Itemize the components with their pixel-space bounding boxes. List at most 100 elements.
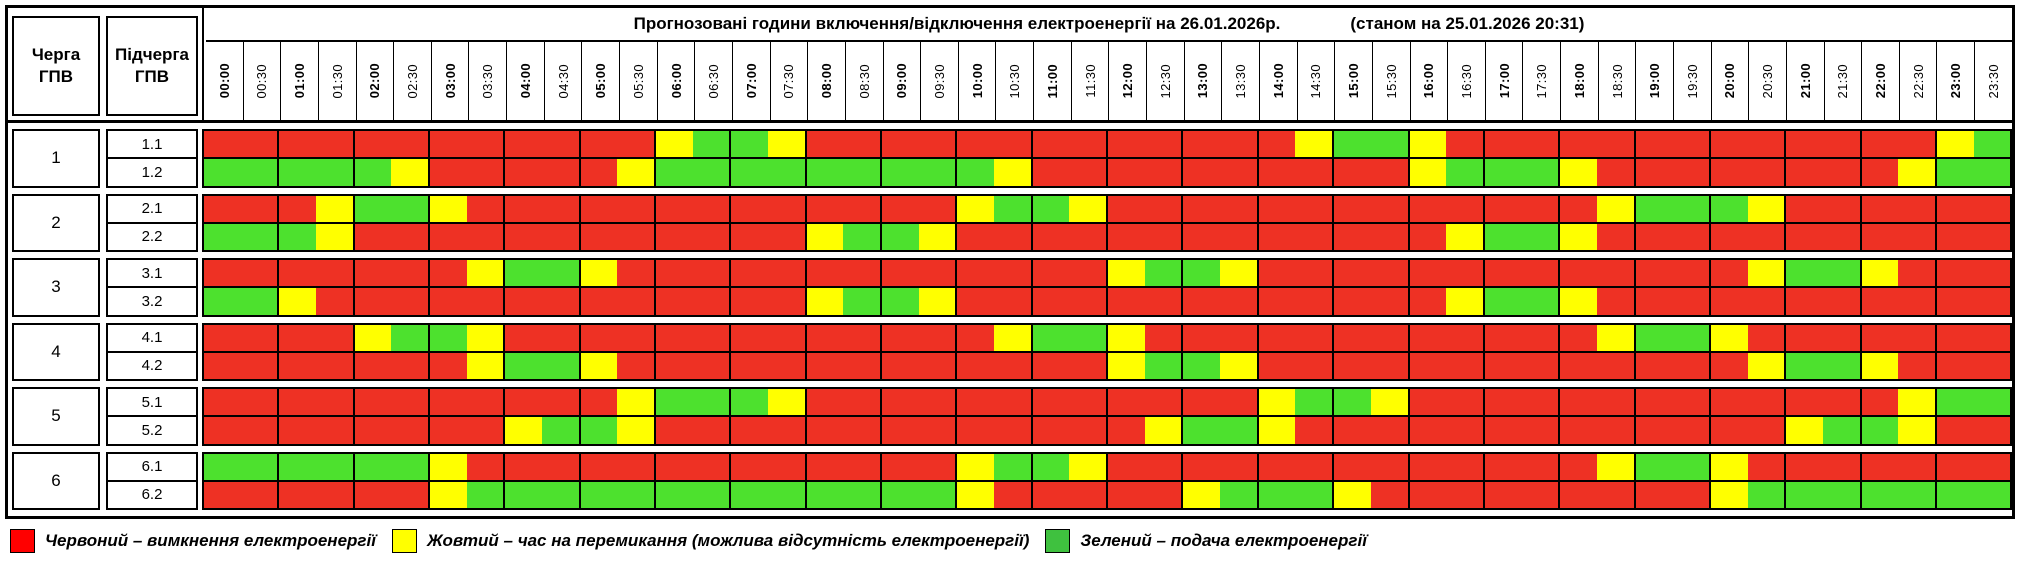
schedule-cell — [994, 453, 1031, 480]
schedule-cell — [768, 223, 805, 250]
schedule-cell — [1633, 324, 1673, 351]
schedule-cell — [729, 260, 769, 287]
schedule-cell — [692, 288, 730, 315]
schedule-cell — [578, 417, 618, 444]
schedule-cell — [1934, 288, 1974, 315]
subqueue-label: 3.2 — [141, 292, 163, 310]
schedule-cell — [994, 324, 1031, 351]
schedule-cell — [955, 352, 995, 379]
schedule-cell — [1295, 352, 1333, 379]
schedule-cell — [316, 417, 353, 444]
schedule-cell — [1370, 223, 1408, 250]
schedule-cell — [240, 260, 278, 287]
time-slot-label: 17:00 — [1484, 42, 1523, 120]
schedule-cell — [918, 159, 956, 186]
schedule-cell — [1030, 131, 1070, 158]
schedule-row — [204, 481, 2011, 508]
schedule-cell — [391, 481, 429, 508]
queue-header-cell: Черга ГПВ — [12, 16, 100, 116]
subqueue-label: 6.2 — [141, 486, 163, 504]
time-slot-label: 15:00 — [1334, 42, 1372, 120]
schedule-cell — [1784, 288, 1823, 315]
schedule-row — [204, 324, 2011, 353]
schedule-cell — [1934, 159, 1974, 186]
schedule-cell — [1708, 352, 1748, 379]
schedule-cell — [804, 389, 844, 416]
schedule-cell — [1898, 481, 1935, 508]
schedule-cell — [1747, 481, 1785, 508]
schedule-cell — [918, 352, 956, 379]
schedule-cell — [1181, 223, 1221, 250]
schedule-cell — [1407, 389, 1447, 416]
schedule-cell — [316, 131, 353, 158]
queue-number: 4 — [12, 322, 100, 381]
schedule-cell — [1558, 389, 1597, 416]
schedule-cell — [1220, 417, 1257, 444]
time-slot-label: 14:00 — [1258, 42, 1297, 120]
time-slot-label: 16:30 — [1447, 42, 1485, 120]
schedule-cell — [1973, 481, 2011, 508]
schedule-cell — [1521, 453, 1559, 480]
schedule-cell — [1144, 260, 1182, 287]
schedule-cell — [1672, 260, 1709, 287]
schedule-cell — [542, 389, 579, 416]
schedule-cell — [1747, 159, 1785, 186]
legend: Червоний – вимкнення електроенергії Жовти… — [10, 529, 1367, 553]
schedule-cell — [316, 481, 353, 508]
legend-swatch — [10, 529, 35, 553]
time-slot-label: 22:00 — [1861, 42, 1899, 120]
schedule-cell — [542, 324, 579, 351]
time-slot-label: 06:30 — [694, 42, 732, 120]
schedule-cell — [729, 223, 769, 250]
time-slot-label: 13:30 — [1221, 42, 1259, 120]
schedule-cell — [1030, 260, 1070, 287]
cells-grid — [202, 322, 2012, 381]
schedule-cell — [1069, 195, 1107, 222]
schedule-cell — [1784, 417, 1823, 444]
schedule-cell — [1482, 159, 1522, 186]
schedule-cell — [1898, 389, 1935, 416]
schedule-cell — [1295, 453, 1333, 480]
schedule-cell — [542, 417, 579, 444]
time-slot-label: 02:00 — [355, 42, 394, 120]
schedule-cell — [316, 260, 353, 287]
schedule-cell — [428, 223, 467, 250]
schedule-cell — [768, 260, 805, 287]
schedule-cell — [204, 481, 241, 508]
schedule-cell — [843, 260, 881, 287]
cells-grid — [202, 387, 2012, 446]
schedule-cell — [1973, 223, 2011, 250]
schedule-cell — [1332, 223, 1371, 250]
schedule-cell — [994, 195, 1031, 222]
schedule-cell — [391, 260, 429, 287]
schedule-cell — [1069, 131, 1107, 158]
schedule-cell — [843, 352, 881, 379]
schedule-cell — [391, 453, 429, 480]
legend-text: Червоний – вимкнення електроенергії — [45, 531, 376, 550]
schedule-cell — [1859, 481, 1899, 508]
schedule-cell — [843, 481, 881, 508]
subqueue-label: 4.1 — [108, 325, 196, 353]
schedule-cell — [1898, 417, 1935, 444]
schedule-cell — [240, 389, 278, 416]
schedule-cell — [1672, 389, 1709, 416]
schedule-cell — [617, 223, 655, 250]
schedule-cell — [654, 260, 693, 287]
schedule-cell — [1633, 417, 1673, 444]
schedule-cell — [204, 223, 241, 250]
schedule-cell — [1256, 389, 1296, 416]
schedule-cell — [1747, 352, 1785, 379]
schedule-cell — [503, 195, 543, 222]
schedule-cell — [352, 453, 392, 480]
schedule-cell — [352, 352, 392, 379]
schedule-cell — [1144, 453, 1182, 480]
schedule-cell — [1633, 352, 1673, 379]
schedule-cell — [1220, 131, 1257, 158]
subqueue-column: 5.1 5.2 — [106, 387, 198, 446]
schedule-cell — [994, 389, 1031, 416]
schedule-cell — [955, 260, 995, 287]
schedule-cell — [578, 260, 618, 287]
schedule-cell — [1784, 131, 1823, 158]
schedule-cell — [1822, 159, 1860, 186]
time-slot-label: 16:00 — [1409, 42, 1448, 120]
